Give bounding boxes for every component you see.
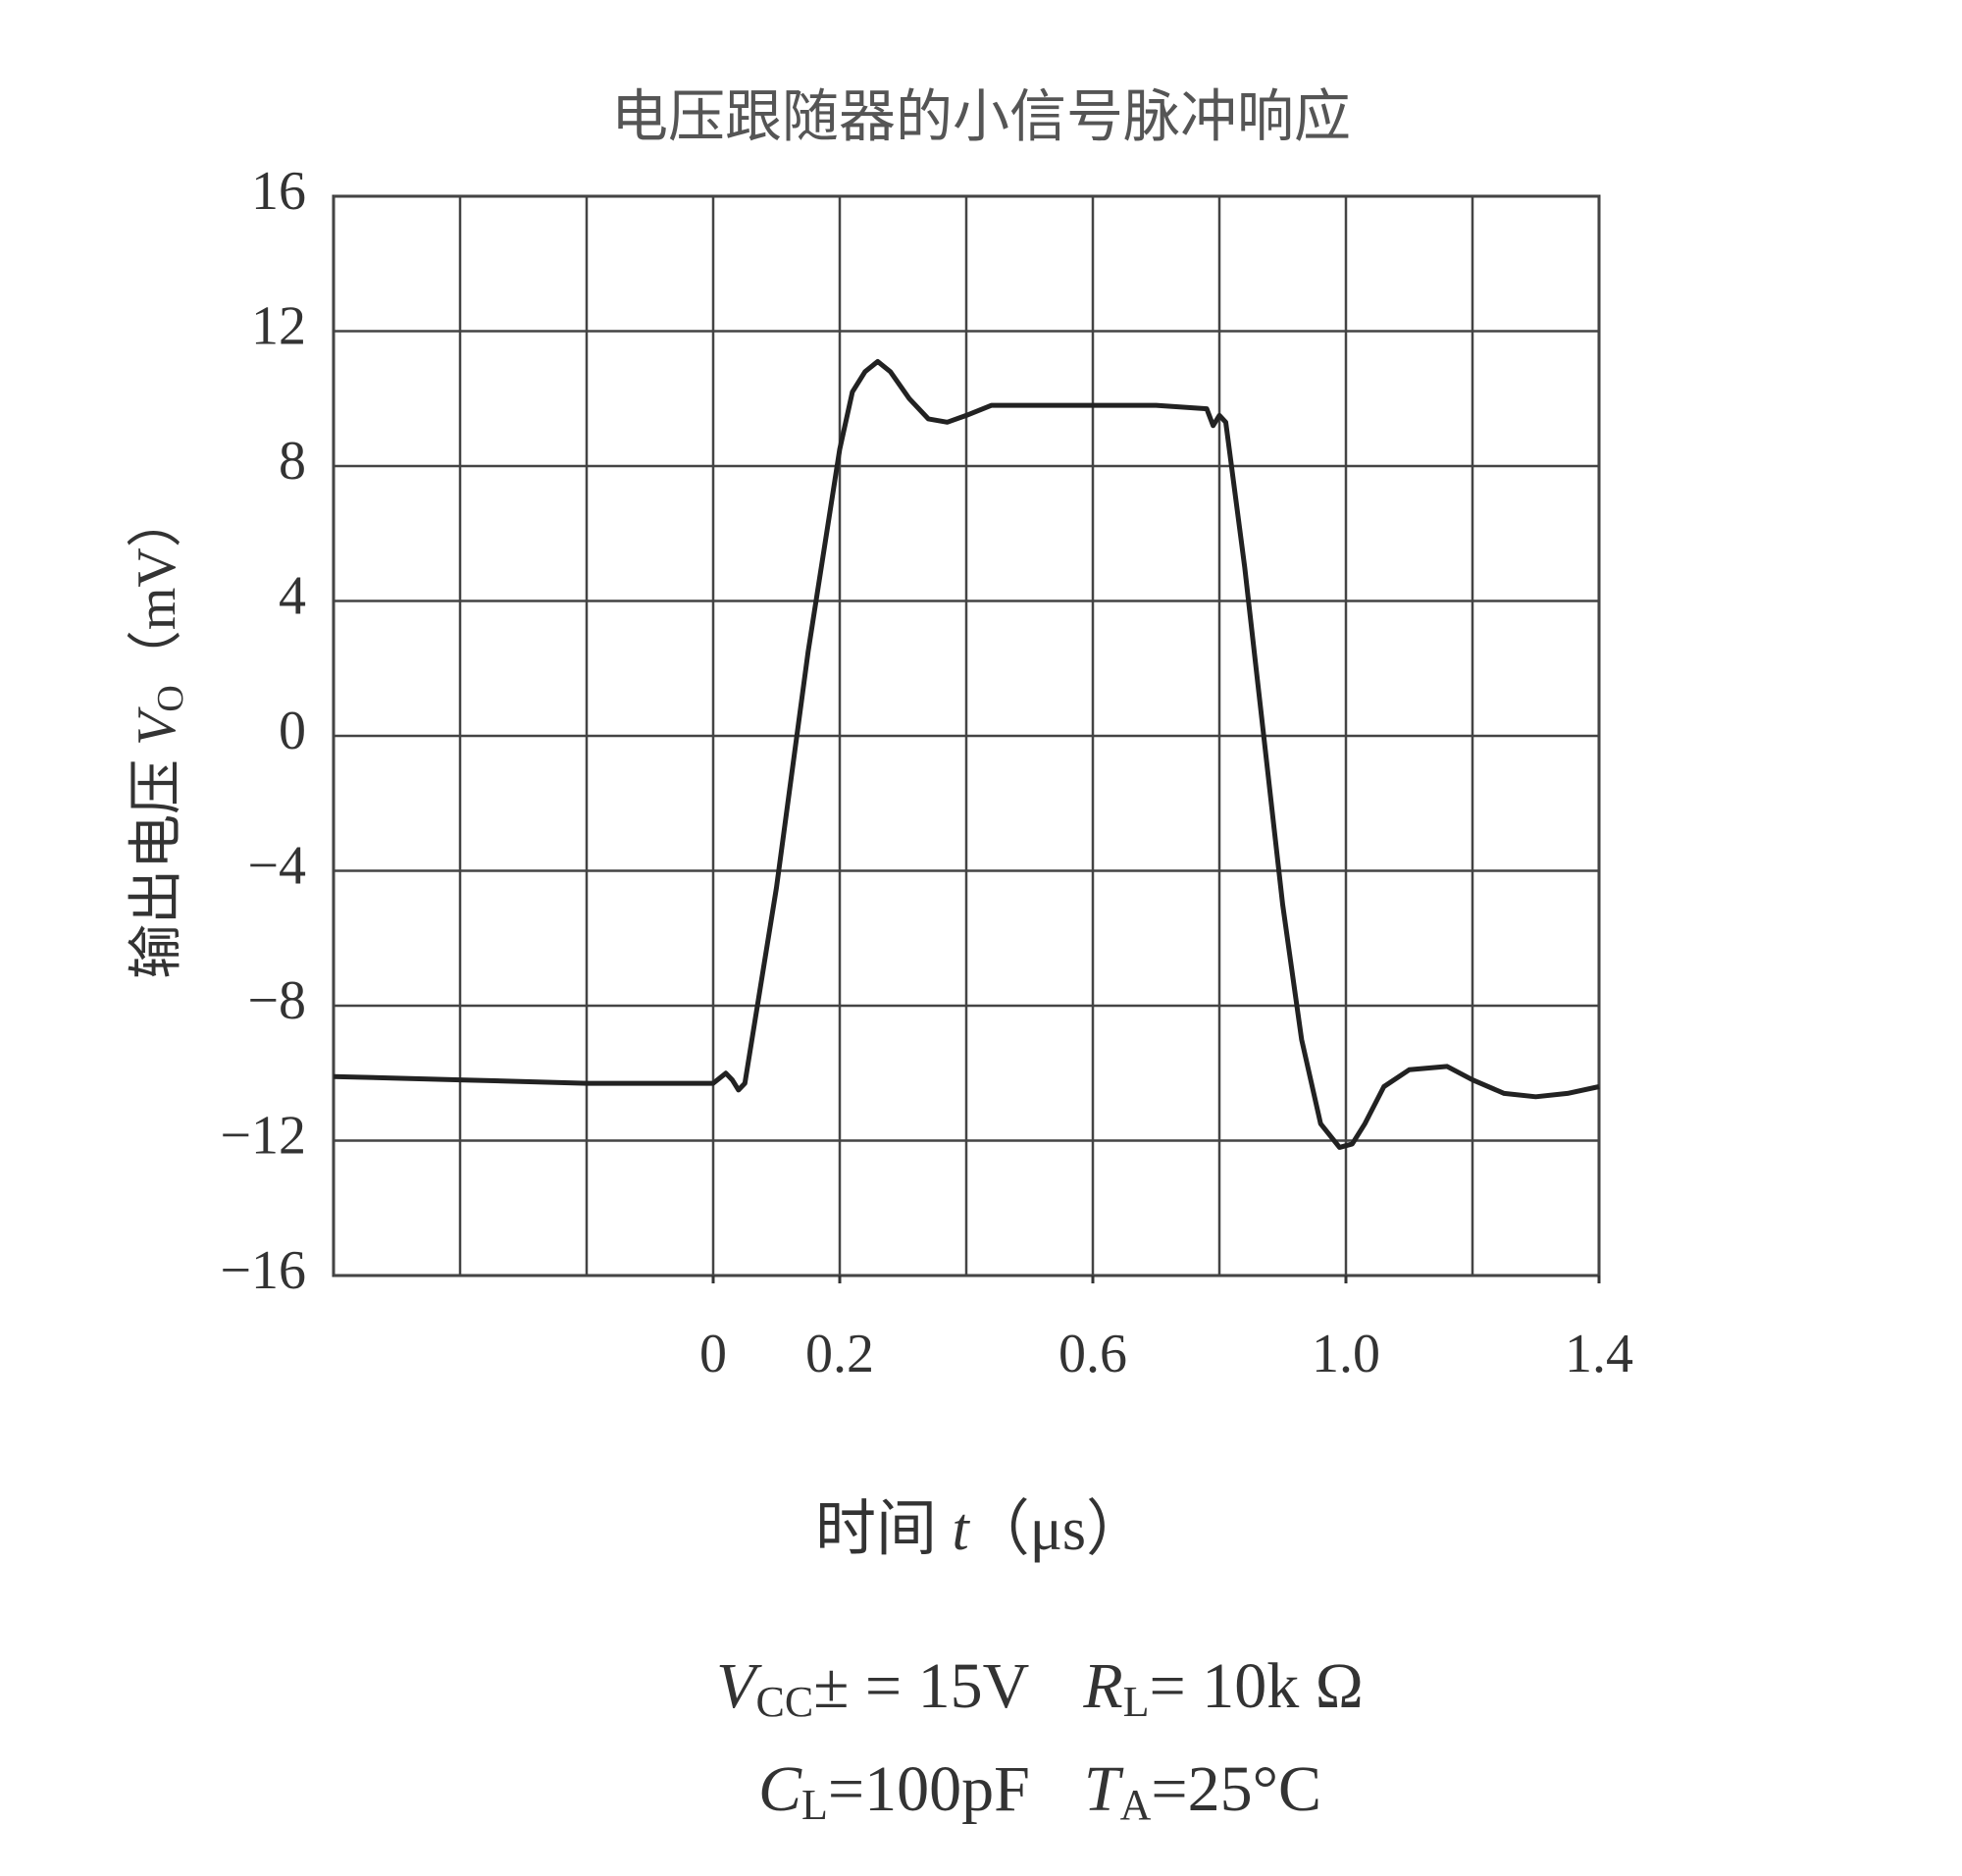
y-label-subscript: O	[150, 685, 191, 711]
x-label-symbol: t	[952, 1496, 970, 1563]
condition-text: =25°C	[1151, 1753, 1321, 1825]
condition-subscript: A	[1120, 1781, 1152, 1829]
x-axis-label: 时间 t（μs）	[815, 1496, 1147, 1563]
condition-symbol: R	[1082, 1650, 1122, 1722]
y-tick-label: 0	[279, 701, 306, 761]
y-label-symbol: V	[127, 706, 187, 746]
x-tick-label: 1.0	[1312, 1324, 1380, 1384]
condition-subscript: L	[801, 1781, 828, 1829]
condition-line: VCC± = 15V RL= 10k Ω	[716, 1650, 1364, 1726]
y-tick-label: −8	[247, 970, 306, 1031]
condition-symbol: C	[758, 1753, 802, 1825]
y-tick-label: −16	[220, 1240, 306, 1301]
y-tick-label: 12	[251, 295, 306, 356]
condition-symbol: V	[716, 1650, 762, 1722]
y-tick-label: −12	[220, 1105, 306, 1166]
condition-text: =100pF	[828, 1753, 1030, 1825]
y-label-unit: （mV）	[127, 493, 187, 685]
x-tick-label: 0	[699, 1324, 727, 1384]
condition-text: = 10k Ω	[1150, 1650, 1364, 1722]
x-tick-label: 0.2	[805, 1324, 874, 1384]
y-tick-label: 8	[279, 431, 306, 492]
y-label-prefix: 输出电压	[127, 746, 187, 979]
condition-text: ± = 15V	[813, 1650, 1029, 1722]
condition-line: CL=100pF TA=25°C	[758, 1753, 1321, 1829]
condition-subscript: CC	[756, 1678, 814, 1726]
condition-subscript: L	[1123, 1678, 1150, 1726]
y-axis-label: 输出电压 VO（mV）	[127, 493, 191, 979]
x-tick-label: 1.4	[1565, 1324, 1633, 1384]
y-tick-label: 4	[279, 565, 306, 626]
y-tick-label: −4	[247, 835, 306, 896]
x-tick-label: 0.6	[1058, 1324, 1127, 1384]
x-label-prefix: 时间	[815, 1496, 953, 1563]
y-tick-label: 16	[251, 161, 306, 222]
chart-title: 电压跟随器的小信号脉冲响应	[611, 84, 1351, 148]
data-line	[333, 358, 1600, 1150]
condition-symbol: T	[1084, 1753, 1124, 1825]
x-label-unit: （μs）	[969, 1496, 1147, 1563]
